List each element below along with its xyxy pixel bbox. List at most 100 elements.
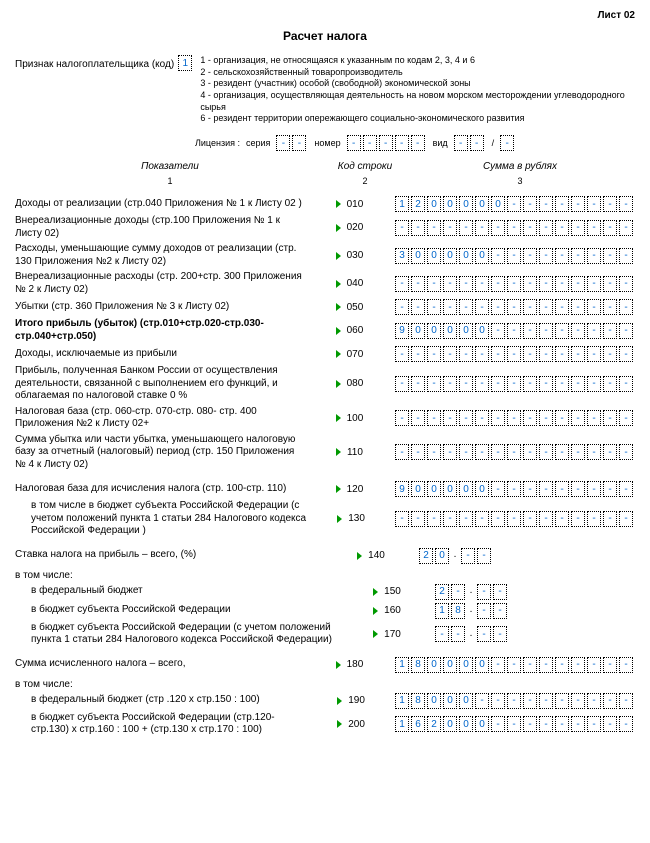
row-code-col: 160 bbox=[347, 605, 427, 616]
digit-cell: - bbox=[507, 444, 521, 460]
digit-cell: - bbox=[587, 657, 601, 673]
triangle-icon bbox=[336, 280, 341, 288]
digit-cell: - bbox=[427, 346, 441, 362]
sheet-label: Лист 02 bbox=[15, 10, 635, 21]
triangle-icon bbox=[336, 485, 341, 493]
digit-cell: 0 bbox=[427, 248, 441, 264]
digit-cell: 2 bbox=[419, 548, 433, 564]
value-cells[interactable]: 20.-- bbox=[419, 548, 493, 564]
value-cells[interactable]: --------------- bbox=[395, 276, 635, 292]
digit-cell: - bbox=[571, 693, 585, 709]
digit-cell: - bbox=[475, 444, 489, 460]
digit-cell: - bbox=[603, 346, 617, 362]
row-code: 100 bbox=[347, 413, 364, 424]
row-code-col: 150 bbox=[347, 586, 427, 597]
including-label-2: в том числе: bbox=[15, 679, 635, 690]
digit-cell: - bbox=[603, 693, 617, 709]
triangle-icon bbox=[336, 414, 341, 422]
digit-cell: - bbox=[507, 410, 521, 426]
license-series-cells[interactable]: -- bbox=[276, 135, 308, 151]
value-cells[interactable]: 1200000-------- bbox=[395, 196, 635, 212]
value-cells[interactable]: --------------- bbox=[395, 376, 635, 392]
value-cells[interactable]: --------------- bbox=[395, 346, 635, 362]
digit-cell: - bbox=[571, 410, 585, 426]
form-row: Внереализационные расходы (стр. 200+стр.… bbox=[15, 271, 635, 296]
taxpayer-code-box[interactable]: 1 bbox=[178, 55, 194, 125]
row-code: 060 bbox=[347, 325, 364, 336]
row-code-col: 070 bbox=[312, 349, 387, 360]
value-cells[interactable]: --------------- bbox=[395, 511, 635, 527]
digit-cell: 1 bbox=[395, 196, 409, 212]
col-header-1: Показатели bbox=[15, 161, 325, 172]
value-cells[interactable]: 900000--------- bbox=[395, 481, 635, 497]
value-cells[interactable]: 300000--------- bbox=[395, 248, 635, 264]
row-code-col: 130 bbox=[315, 513, 387, 524]
value-cells[interactable]: --.-- bbox=[435, 626, 509, 642]
license-kind-cells[interactable]: -- bbox=[454, 135, 486, 151]
row-code-col: 190 bbox=[315, 695, 387, 706]
row-value-col: 900000--------- bbox=[387, 323, 635, 339]
triangle-icon bbox=[337, 720, 342, 728]
digit-cell: 0 bbox=[443, 196, 457, 212]
digit-cell: 2 bbox=[411, 196, 425, 212]
digit-cell: - bbox=[395, 376, 409, 392]
row-label: Расходы, уменьшающие сумму доходов от ре… bbox=[15, 243, 312, 268]
digit-cell: - bbox=[459, 376, 473, 392]
row-label: Прибыль, полученная Банком России от осу… bbox=[15, 365, 312, 403]
digit-cell: - bbox=[619, 346, 633, 362]
digit-cell: - bbox=[395, 444, 409, 460]
digit-cell: - bbox=[539, 716, 553, 732]
digit-cell: - bbox=[491, 716, 505, 732]
legend-line: 2 - сельскохозяйственный товаропроизводи… bbox=[200, 67, 635, 79]
digit-cell: - bbox=[395, 220, 409, 236]
digit-cell: - bbox=[395, 511, 409, 527]
triangle-icon bbox=[336, 448, 341, 456]
digit-cell: - bbox=[523, 346, 537, 362]
row-value-col: 18.-- bbox=[427, 603, 635, 619]
value-cells[interactable]: --------------- bbox=[395, 220, 635, 236]
value-cells[interactable]: 18.-- bbox=[435, 603, 509, 619]
digit-cell: - bbox=[491, 444, 505, 460]
form-row: Убытки (стр. 360 Приложения № 3 к Листу … bbox=[15, 299, 635, 315]
row-code-col: 060 bbox=[312, 325, 387, 336]
row-value-col: --------------- bbox=[387, 299, 635, 315]
digit-cell: - bbox=[539, 657, 553, 673]
taxpayer-code-cell: 1 bbox=[178, 55, 192, 71]
digit-cell: - bbox=[539, 693, 553, 709]
row-code: 120 bbox=[347, 484, 364, 495]
digit-cell: - bbox=[523, 657, 537, 673]
row-code: 050 bbox=[347, 302, 364, 313]
value-cells[interactable]: --------------- bbox=[395, 444, 635, 460]
row-label: Налоговая база для исчисления налога (ст… bbox=[15, 483, 312, 496]
value-cells[interactable]: 162000--------- bbox=[395, 716, 635, 732]
value-cells[interactable]: 180000--------- bbox=[395, 657, 635, 673]
row-code: 180 bbox=[347, 659, 364, 670]
digit-cell: - bbox=[619, 693, 633, 709]
form-row: Ставка налога на прибыль – всего, (%)140… bbox=[15, 548, 635, 564]
digit-cell: - bbox=[459, 410, 473, 426]
row-code-col: 140 bbox=[331, 550, 411, 561]
row-label: Внереализационные доходы (стр.100 Прилож… bbox=[15, 215, 312, 240]
digit-cell: - bbox=[571, 220, 585, 236]
digit-cell: - bbox=[491, 410, 505, 426]
digit-cell: - bbox=[507, 248, 521, 264]
triangle-icon bbox=[373, 630, 378, 638]
digit-cell: - bbox=[507, 693, 521, 709]
value-cells[interactable]: 2-.-- bbox=[435, 584, 509, 600]
digit-cell: - bbox=[451, 584, 465, 600]
digit-cell: - bbox=[427, 299, 441, 315]
value-cells[interactable]: --------------- bbox=[395, 410, 635, 426]
row-value-col: 2-.-- bbox=[427, 584, 635, 600]
value-cells[interactable]: 900000--------- bbox=[395, 323, 635, 339]
digit-cell: - bbox=[619, 220, 633, 236]
license-number-cells[interactable]: ----- bbox=[347, 135, 427, 151]
digit-cell: 0 bbox=[411, 481, 425, 497]
digit-cell: 8 bbox=[451, 603, 465, 619]
value-cells[interactable]: 18000---------- bbox=[395, 693, 635, 709]
digit-cell: - bbox=[523, 481, 537, 497]
value-cells[interactable]: --------------- bbox=[395, 299, 635, 315]
row-code-col: 180 bbox=[312, 659, 387, 670]
legend-line: 6 - резидент территории опережающего соц… bbox=[200, 113, 635, 125]
row-code: 200 bbox=[348, 719, 365, 730]
license-kind-cells-2[interactable]: - bbox=[500, 135, 516, 151]
